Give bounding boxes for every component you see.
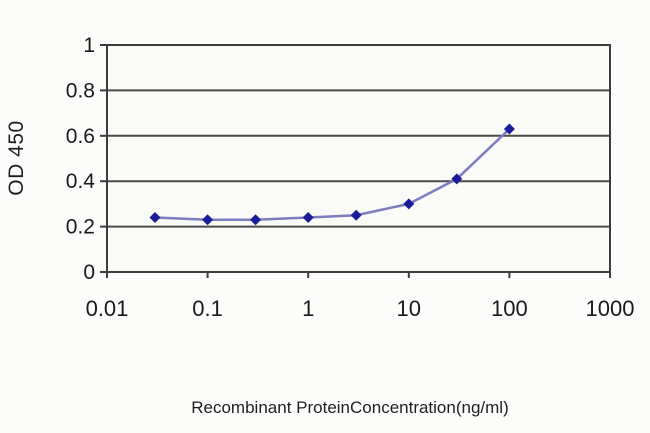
y-tick-label: 1 — [83, 34, 95, 57]
plot-frame — [106, 44, 611, 273]
x-axis-title: Recombinant ProteinConcentration(ng/ml) — [191, 398, 509, 417]
data-point-marker — [149, 212, 161, 224]
data-point-marker — [350, 209, 362, 221]
data-point-marker — [503, 123, 515, 135]
data-point-marker — [403, 198, 415, 210]
data-point-marker — [250, 214, 262, 226]
data-point-marker — [451, 173, 463, 185]
x-tick-label: 100 — [491, 296, 528, 321]
y-tick-label: 0.2 — [66, 216, 95, 239]
y-tick-label: 0.6 — [66, 125, 95, 148]
y-tick-label: 0 — [83, 261, 95, 284]
data-line — [154, 128, 511, 222]
y-axis-title: OD 450 — [5, 120, 28, 196]
data-point-marker — [202, 214, 214, 226]
data-point-marker — [302, 212, 314, 224]
x-tick-label: 0.01 — [86, 296, 129, 321]
x-tick-label: 1000 — [586, 296, 635, 321]
x-tick-label: 1 — [302, 296, 314, 321]
x-tick-label: 10 — [397, 296, 421, 321]
y-tick-label: 0.8 — [66, 79, 95, 102]
y-tick-label: 0.4 — [66, 170, 96, 193]
plot-area — [107, 45, 610, 272]
x-tick-label: 0.1 — [192, 296, 223, 321]
